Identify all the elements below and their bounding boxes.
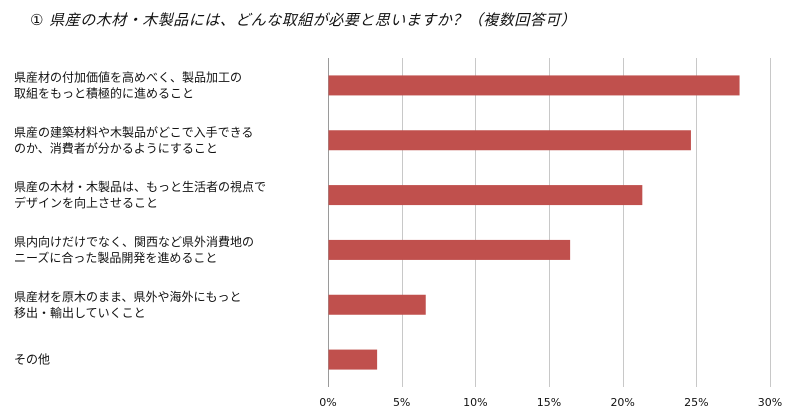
category-label: 県産材の付加価値を高めべく、製品加工の取組をもっと積極的に進めること xyxy=(14,69,242,100)
category-label-line: 県産の建築材料や木製品がどこで入手できる xyxy=(14,124,253,139)
gridlines xyxy=(328,58,771,387)
x-tick-label: 0% xyxy=(319,396,336,409)
category-label-line: のか、消費者が分かるようにすること xyxy=(14,140,218,155)
category-label-line: その他 xyxy=(14,353,50,367)
category-label: 県産材を原木のまま、県外や海外にもっと移出・輸出していくこと xyxy=(14,289,242,320)
bar xyxy=(328,349,378,370)
category-label-line: 県産の木材・木製品は、もっと生活者の視点で xyxy=(14,179,266,194)
category-label-line: 県内向けだけでなく、関西など県外消費地の xyxy=(14,234,254,249)
x-tick-label: 20% xyxy=(610,396,634,409)
category-label: 県産の木材・木製品は、もっと生活者の視点でデザインを向上させること xyxy=(14,179,266,210)
bar xyxy=(328,239,571,260)
bar xyxy=(328,130,691,151)
category-label-line: 移出・輸出していくこと xyxy=(14,305,146,320)
category-label-line: 県産材の付加価値を高めべく、製品加工の xyxy=(14,69,242,84)
x-tick-label: 10% xyxy=(463,396,487,409)
chart-title: ① 県産の木材・木製品には、どんな取組が必要と思いますか？（複数回答可） xyxy=(30,11,577,29)
category-label-line: デザインを向上させること xyxy=(14,195,158,210)
bar xyxy=(328,185,643,206)
category-label-line: 県産材を原木のまま、県外や海外にもっと xyxy=(14,289,242,304)
category-label-line: ニーズに合った製品開発を進めること xyxy=(14,250,217,265)
category-label: 県産の建築材料や木製品がどこで入手できるのか、消費者が分かるようにすること xyxy=(14,124,253,155)
x-tick-labels: 0% 5% 10% 15% 20% 25% 30% xyxy=(319,396,782,409)
category-label: その他 xyxy=(14,353,50,367)
x-tick-label: 5% xyxy=(393,396,410,409)
x-tick-label: 30% xyxy=(758,396,782,409)
x-tick-label: 25% xyxy=(684,396,708,409)
bar xyxy=(328,294,426,315)
bar xyxy=(328,75,740,96)
category-label: 県内向けだけでなく、関西など県外消費地のニーズに合った製品開発を進めること xyxy=(14,234,254,265)
x-tick-label: 15% xyxy=(537,396,561,409)
category-labels: 県産材の付加価値を高めべく、製品加工の取組をもっと積極的に進めること県産の建築材… xyxy=(14,69,266,366)
bars xyxy=(328,75,740,370)
category-label-line: 取組をもっと積極的に進めること xyxy=(14,85,194,100)
